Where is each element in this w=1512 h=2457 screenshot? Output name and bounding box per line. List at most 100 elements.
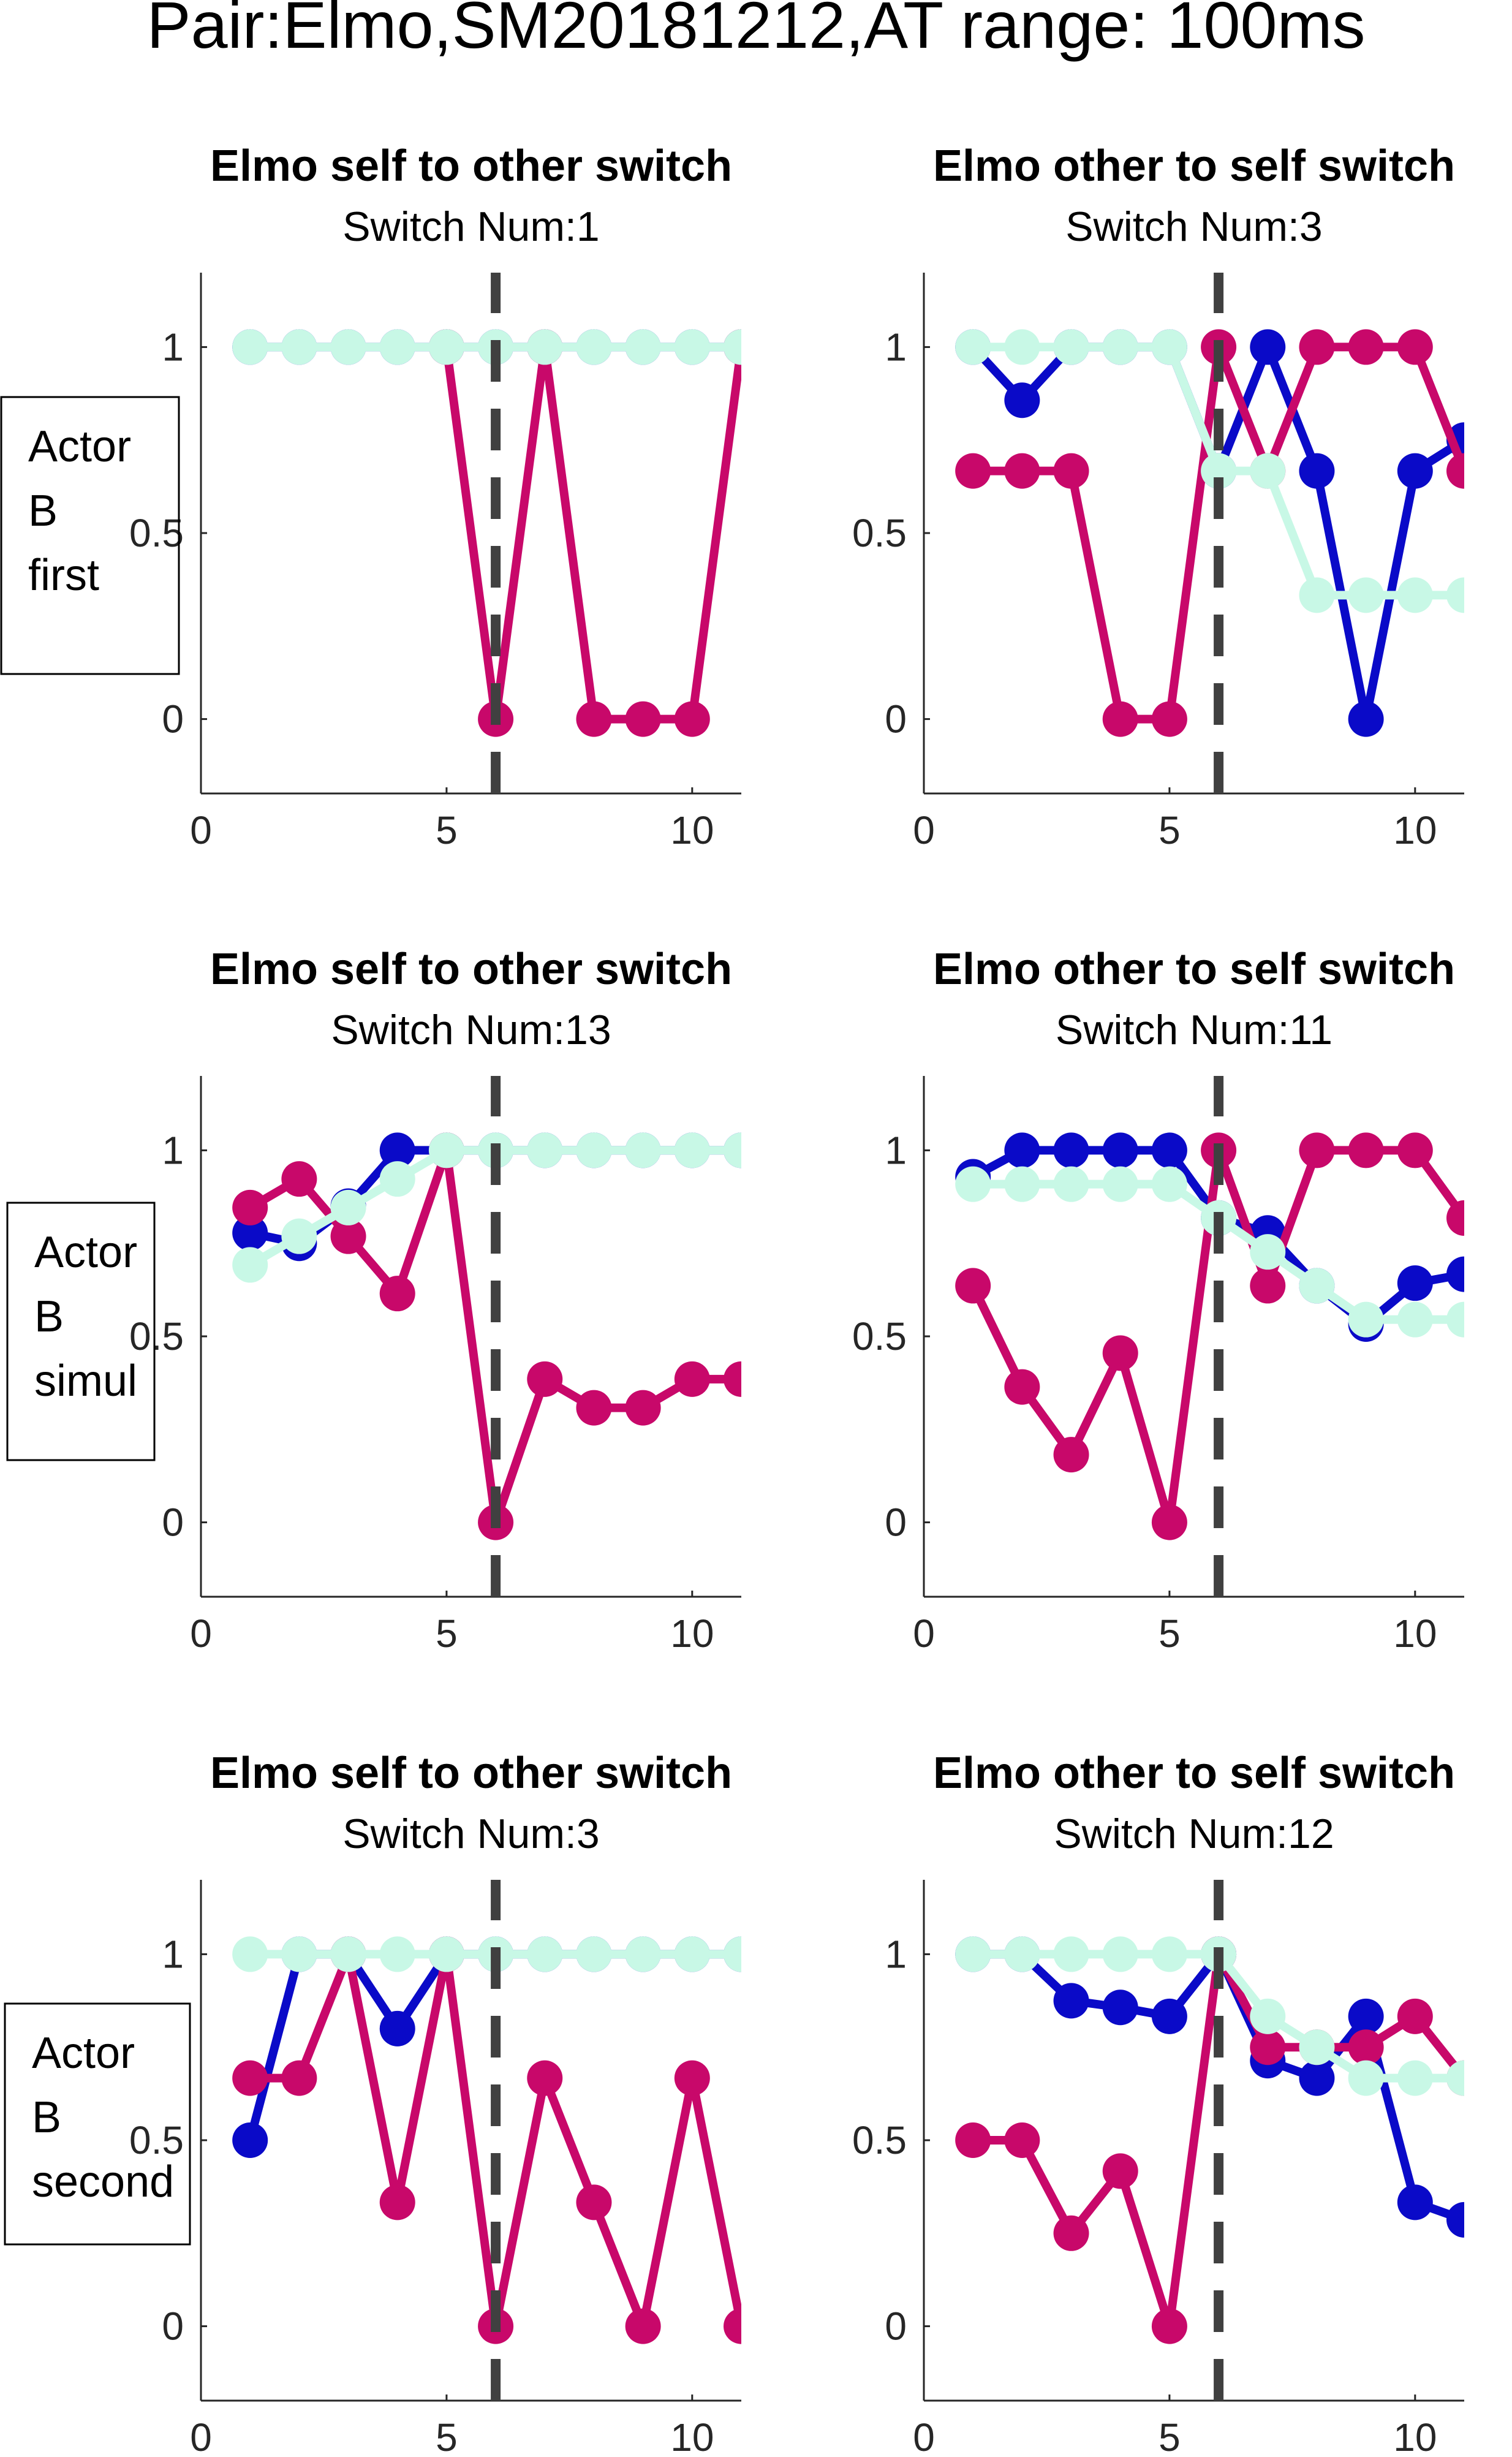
data-point-mint	[1397, 577, 1433, 613]
data-point-mint	[674, 1936, 710, 1972]
data-point-magenta	[674, 2060, 710, 2096]
data-point-mint	[1299, 2029, 1335, 2065]
data-point-blue	[232, 2122, 268, 2158]
y-tick-label: 0.5	[129, 511, 184, 555]
subplot-1: Elmo self to other switch Switch Num:1 0 5 1…	[129, 142, 741, 852]
row-label-text: B	[28, 486, 58, 536]
data-point-blue	[1446, 1256, 1464, 1292]
x-tick-label: 0	[190, 2415, 212, 2457]
data-point-mint	[1151, 1936, 1187, 1972]
subplot-4: Elmo other to self switch Switch Num:11 0 5…	[852, 945, 1464, 1656]
data-point-mint	[527, 1936, 563, 1972]
data-point-magenta	[1102, 701, 1138, 737]
data-point-blue	[1397, 1265, 1433, 1301]
subplot-title: Elmo other to self switch	[933, 142, 1455, 191]
data-point-mint	[674, 329, 710, 365]
data-point-blue	[379, 2010, 415, 2046]
data-point-magenta	[527, 1361, 563, 1397]
data-point-magenta	[625, 2308, 661, 2344]
data-point-mint	[1004, 1936, 1040, 1972]
data-point-magenta	[955, 453, 991, 489]
data-point-magenta	[1348, 329, 1384, 365]
data-point-mint	[1102, 1936, 1138, 1972]
data-point-mint	[1250, 1998, 1286, 2034]
subplot-subtitle: Switch Num:13	[331, 1007, 611, 1053]
data-point-mint	[625, 1132, 661, 1168]
data-point-mint	[428, 1132, 464, 1168]
row-label-text: first	[28, 551, 99, 600]
y-tick-label: 0.5	[852, 511, 907, 555]
data-point-mint	[1201, 453, 1237, 489]
y-tick-label: 0.5	[129, 1314, 184, 1358]
data-point-magenta	[1348, 1132, 1384, 1168]
data-point-mint	[1348, 1301, 1384, 1338]
series-line-magenta	[442, 343, 741, 724]
data-point-magenta	[724, 1361, 741, 1397]
subplot-title: Elmo other to self switch	[933, 945, 1455, 994]
data-point-magenta	[379, 2184, 415, 2220]
series-line-magenta	[973, 343, 1464, 724]
data-point-magenta	[576, 701, 612, 737]
subplot-subtitle: Switch Num:3	[342, 1811, 599, 1857]
y-tick-label: 1	[162, 325, 184, 369]
data-point-mint	[281, 1936, 317, 1972]
row-label-box	[6, 1202, 156, 1461]
data-point-mint	[1250, 1234, 1286, 1270]
data-point-mint	[1102, 329, 1138, 365]
data-point-magenta	[527, 2060, 563, 2096]
data-point-blue	[379, 1132, 415, 1168]
data-point-magenta	[232, 2060, 268, 2096]
plot-area	[232, 1132, 741, 1540]
row-label-text: second	[32, 2157, 174, 2206]
x-tick-label: 10	[670, 2415, 714, 2457]
x-tick-label: 10	[1393, 808, 1437, 852]
data-point-magenta	[674, 701, 710, 737]
data-point-blue	[1446, 2201, 1464, 2238]
data-point-mint	[1053, 1166, 1089, 1202]
data-point-mint	[1299, 577, 1335, 613]
y-tick-label: 0	[885, 1501, 907, 1545]
data-point-mint	[330, 329, 366, 365]
x-tick-label: 5	[1159, 2415, 1181, 2457]
x-tick-label: 10	[670, 808, 714, 852]
data-point-blue	[1151, 1132, 1187, 1168]
data-point-blue	[1151, 1998, 1187, 2034]
data-point-magenta	[232, 1189, 268, 1225]
data-point-magenta	[1250, 2029, 1286, 2065]
data-point-magenta	[1151, 701, 1187, 737]
y-tick-label: 0	[162, 697, 184, 741]
data-point-blue	[232, 1215, 268, 1251]
data-point-mint	[1102, 1166, 1138, 1202]
y-tick-label: 0	[885, 2304, 907, 2349]
data-point-mint	[527, 1132, 563, 1168]
data-point-blue	[1348, 701, 1384, 737]
data-point-mint	[1348, 2060, 1384, 2096]
data-point-mint	[1397, 1301, 1433, 1338]
x-tick-label: 0	[913, 808, 935, 852]
data-point-mint	[527, 329, 563, 365]
data-point-mint	[955, 329, 991, 365]
subplot-3: Elmo self to other switch Switch Num:13 0 5…	[129, 945, 741, 1656]
data-point-magenta	[281, 2060, 317, 2096]
data-point-magenta	[1348, 2029, 1384, 2065]
y-tick-label: 1	[885, 1932, 907, 1976]
x-tick-label: 0	[913, 1611, 935, 1656]
data-point-mint	[1446, 577, 1464, 613]
data-point-mint	[379, 1161, 415, 1197]
subplot-subtitle: Switch Num:3	[1065, 203, 1322, 250]
y-tick-label: 0.5	[852, 2118, 907, 2162]
data-point-mint	[724, 329, 741, 365]
plot-area	[232, 329, 741, 737]
x-tick-label: 5	[1159, 1611, 1181, 1656]
series-mint	[955, 1166, 1464, 1338]
data-point-magenta	[1053, 453, 1089, 489]
data-point-mint	[955, 1936, 991, 1972]
data-point-magenta	[1397, 1998, 1433, 2034]
data-point-mint	[1151, 329, 1187, 365]
data-point-magenta	[1053, 2215, 1089, 2251]
subplot-subtitle: Switch Num:12	[1054, 1811, 1334, 1857]
data-point-mint	[232, 1247, 268, 1283]
y-tick-label: 0	[162, 1501, 184, 1545]
data-point-mint	[379, 329, 415, 365]
